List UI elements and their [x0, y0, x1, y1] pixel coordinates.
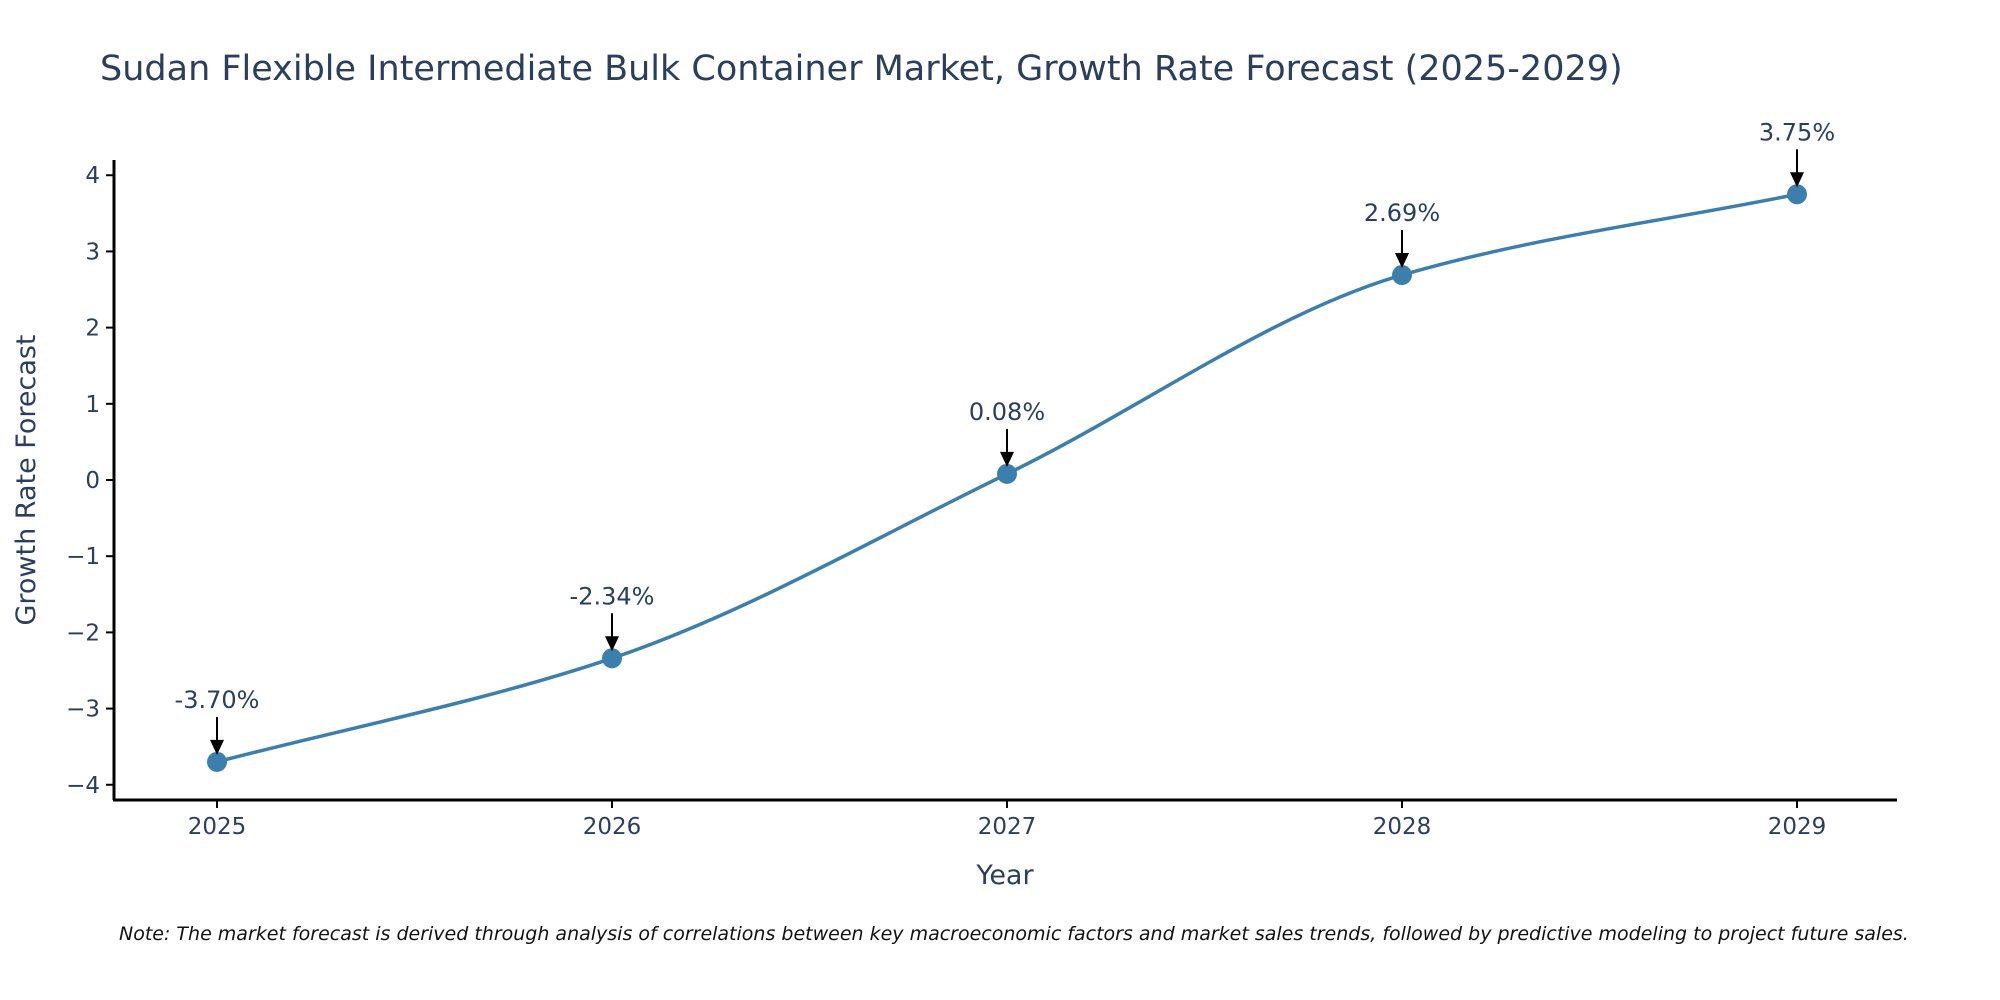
- y-tick-label: −4: [66, 773, 100, 799]
- data-label: 0.08%: [969, 398, 1045, 426]
- chart-title: Sudan Flexible Intermediate Bulk Contain…: [100, 49, 1623, 89]
- data-label: 3.75%: [1759, 118, 1835, 146]
- data-point: [602, 648, 622, 669]
- annotation-group: -3.70% -2.34% 0.08% 2.69% 3.75%: [175, 118, 1835, 755]
- y-tick-label: 4: [85, 163, 100, 189]
- data-label: -3.70%: [175, 686, 260, 714]
- x-tick-label: 2026: [583, 814, 642, 840]
- annotation-arrow-head: [210, 739, 224, 755]
- marker-group: [207, 184, 1807, 772]
- y-tick-label: 1: [85, 392, 100, 418]
- data-point: [1787, 184, 1807, 205]
- y-tick-label: −2: [66, 620, 100, 646]
- x-tick-label: 2027: [978, 814, 1037, 840]
- y-tick-label: 3: [85, 239, 100, 265]
- x-tick-group: 2025 2026 2027 2028 2029: [188, 800, 1827, 840]
- data-point: [1392, 265, 1412, 286]
- x-tick-label: 2029: [1768, 814, 1827, 840]
- annotation-arrow-head: [605, 636, 619, 652]
- annotation-arrow-head: [1790, 172, 1804, 188]
- data-label: -2.34%: [570, 582, 655, 610]
- annotation-arrow-head: [1395, 253, 1409, 269]
- y-tick-label: −1: [66, 544, 100, 570]
- y-tick-group: 4 3 2 1 0 −1 −2 −3 −4: [66, 163, 114, 799]
- y-tick-label: 0: [85, 468, 100, 494]
- data-point: [997, 463, 1017, 484]
- x-tick-label: 2025: [188, 814, 247, 840]
- data-label: 2.69%: [1364, 199, 1440, 227]
- y-tick-label: 2: [85, 316, 100, 342]
- y-axis-title: Growth Rate Forecast: [11, 334, 42, 625]
- x-tick-label: 2028: [1373, 814, 1432, 840]
- y-tick-label: −3: [66, 697, 100, 723]
- data-point: [207, 751, 227, 772]
- x-axis-title: Year: [975, 860, 1034, 891]
- annotation-arrow-head: [1000, 451, 1014, 467]
- footnote: Note: The market forecast is derived thr…: [119, 923, 1909, 945]
